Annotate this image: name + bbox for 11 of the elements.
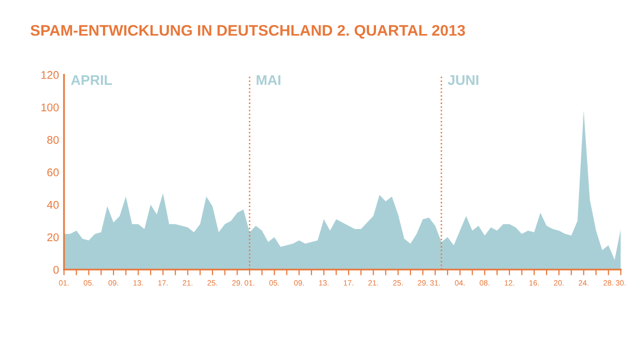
y-tick-label: 40 xyxy=(47,200,59,209)
ref-line-label: MAI xyxy=(256,75,280,85)
y-tick-label: 20 xyxy=(47,233,59,242)
chart-title: SPAM-ENTWICKLUNG IN DEUTSCHLAND 2. QUARTAL 2013 xyxy=(30,24,465,39)
y-tick-label: 0 xyxy=(53,266,59,274)
annotation: APRIL xyxy=(71,75,112,85)
y-tick-label: 60 xyxy=(47,168,59,176)
ref-line-label: JUNI xyxy=(448,75,478,85)
y-tick-label: 120 xyxy=(41,71,59,79)
y-tick-label: 80 xyxy=(47,136,59,144)
y-tick-label: 100 xyxy=(41,104,59,112)
